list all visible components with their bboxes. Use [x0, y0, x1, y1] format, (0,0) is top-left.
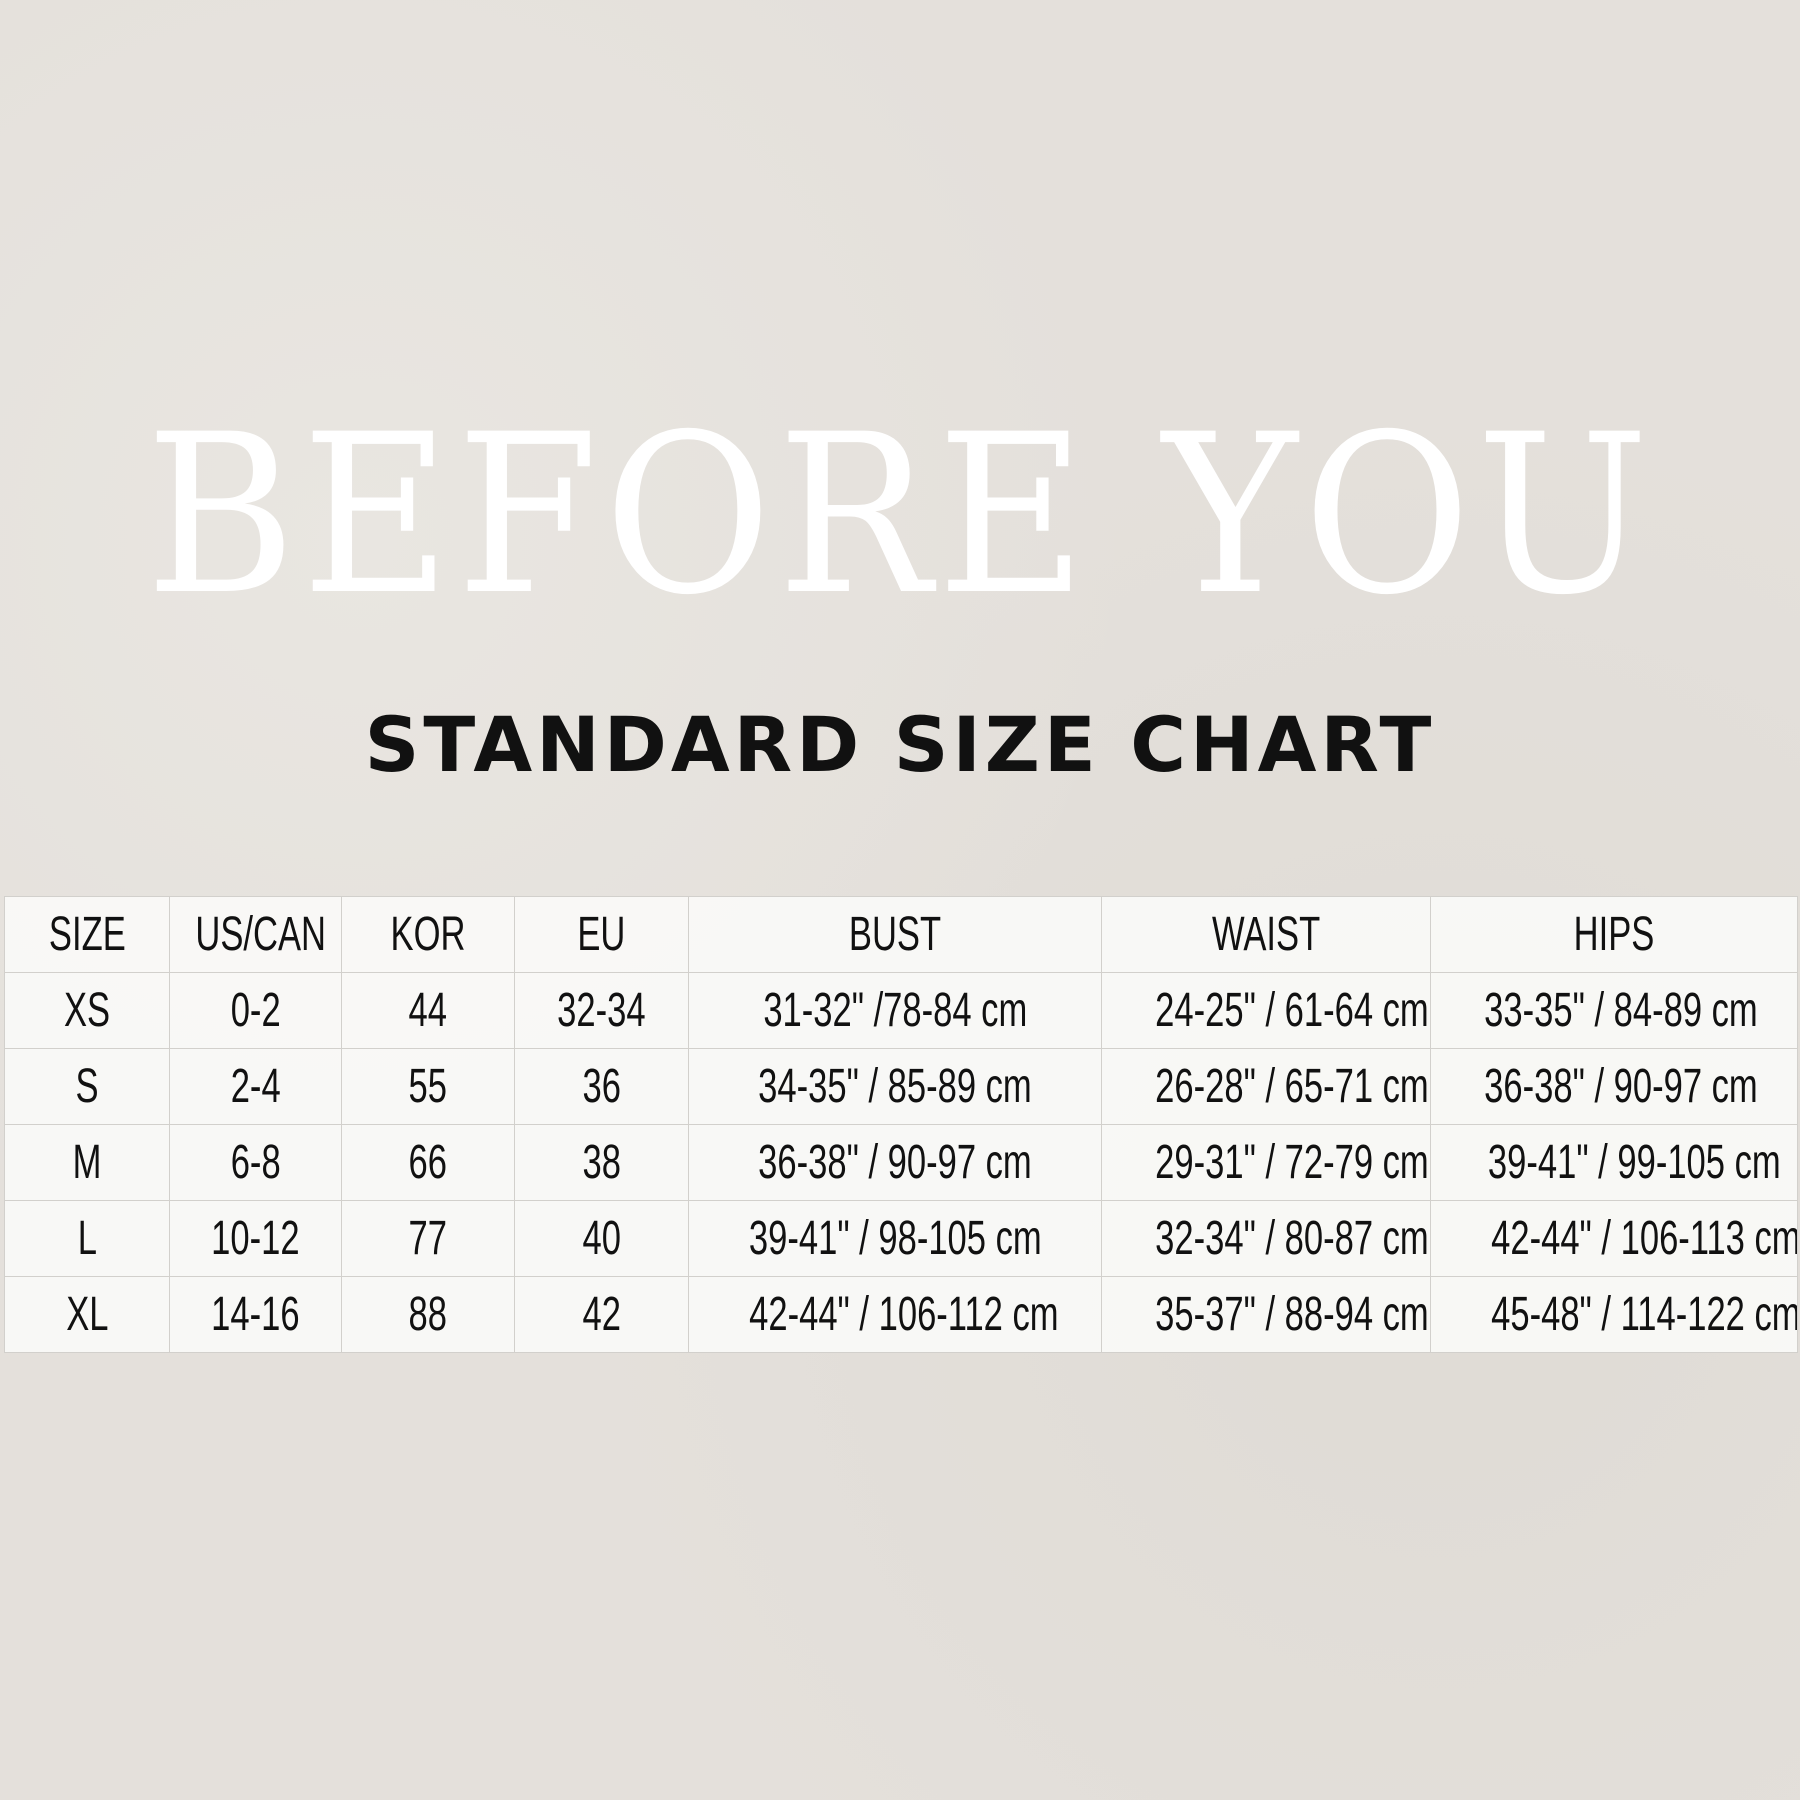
column-header: HIPS	[1430, 896, 1798, 973]
cell-text: 42	[582, 1288, 621, 1341]
table-row: L 10-12 77 40 39-41" / 98-105 cm 32-34" / 80-…	[4, 1200, 1798, 1277]
cell-text: KOR	[390, 908, 466, 961]
column-header: WAIST	[1101, 896, 1431, 973]
cell-text: HIPS	[1573, 908, 1655, 961]
table-cell: 39-41" / 98-105 cm	[688, 1200, 1102, 1277]
cell-text: US/CAN	[195, 908, 326, 961]
cell-text: 40	[582, 1212, 621, 1265]
table-cell: 10-12	[169, 1200, 342, 1277]
table-cell: 32-34" / 80-87 cm	[1101, 1200, 1431, 1277]
cell-text: 0-2	[230, 984, 281, 1037]
table-cell: XL	[4, 1276, 170, 1353]
table-cell: 45-48" / 114-122 cm	[1430, 1276, 1798, 1353]
table-cell: 35-37" / 88-94 cm	[1101, 1276, 1431, 1353]
table-row: XL 14-16 88 42 42-44" / 106-112 cm 35-37" / 8…	[4, 1276, 1798, 1353]
cell-text: 42-44" / 106-113 cm	[1491, 1212, 1798, 1265]
cell-text: WAIST	[1211, 908, 1321, 961]
cell-text: 33-35" / 84-89 cm	[1484, 984, 1758, 1037]
table-cell: 77	[341, 1200, 515, 1277]
cell-text: 55	[408, 1060, 448, 1113]
table-cell: 2-4	[169, 1048, 342, 1125]
table-cell: 55	[341, 1048, 515, 1125]
cell-text: 39-41" / 99-105 cm	[1487, 1136, 1781, 1189]
cell-text: SIZE	[48, 908, 126, 961]
cell-text: 36	[582, 1060, 621, 1113]
cell-text: 10-12	[211, 1212, 300, 1265]
cell-text: 31-32" /78-84 cm	[763, 984, 1027, 1037]
cell-text: 38	[582, 1136, 621, 1189]
table-cell: 88	[341, 1276, 515, 1353]
table-cell: 42-44" / 106-113 cm	[1430, 1200, 1798, 1277]
table-row: M 6-8 66 38 36-38" / 90-97 cm 29-31" / 72-79 …	[4, 1124, 1798, 1201]
header-row: SIZE US/CAN KOR EU BUST WAIST HIPS	[4, 896, 1798, 973]
cell-text: 45-48" / 114-122 cm	[1491, 1288, 1798, 1341]
cell-text: EU	[577, 908, 626, 961]
table-cell: 14-16	[169, 1276, 342, 1353]
size-chart-table: SIZE US/CAN KOR EU BUST WAIST HIPS XS 0-2 44 32-34…	[4, 896, 1798, 1353]
table-cell: M	[4, 1124, 170, 1201]
table-cell: 38	[514, 1124, 689, 1201]
column-header: SIZE	[4, 896, 170, 973]
column-header: KOR	[341, 896, 515, 973]
table-cell: 32-34	[514, 972, 689, 1049]
table-cell: 31-32" /78-84 cm	[688, 972, 1102, 1049]
column-header: EU	[514, 896, 689, 973]
table-cell: 40	[514, 1200, 689, 1277]
cell-text: 26-28" / 65-71 cm	[1155, 1060, 1429, 1113]
table-cell: 26-28" / 65-71 cm	[1101, 1048, 1431, 1125]
cell-text: 32-34" / 80-87 cm	[1155, 1212, 1429, 1265]
brand-logo-text: BEFORE YOU	[145, 387, 1655, 643]
table-cell: 34-35" / 85-89 cm	[688, 1048, 1102, 1125]
cell-text: XS	[63, 984, 111, 1037]
table-cell: 44	[341, 972, 515, 1049]
table-cell: 0-2	[169, 972, 342, 1049]
table-cell: XS	[4, 972, 170, 1049]
page-title: STANDARD SIZE CHART	[364, 700, 1436, 789]
cell-text: 36-38" / 90-97 cm	[1484, 1060, 1758, 1113]
cell-text: L	[77, 1212, 97, 1265]
table-cell: 36-38" / 90-97 cm	[1430, 1048, 1798, 1125]
table-cell: 42-44" / 106-112 cm	[688, 1276, 1102, 1353]
table-row: XS 0-2 44 32-34 31-32" /78-84 cm 24-25" / 61-…	[4, 972, 1798, 1049]
cell-text: S	[75, 1060, 99, 1113]
table-cell: L	[4, 1200, 170, 1277]
cell-text: 88	[408, 1288, 448, 1341]
table-cell: 66	[341, 1124, 515, 1201]
cell-text: 66	[408, 1136, 448, 1189]
cell-text: 24-25" / 61-64 cm	[1155, 984, 1429, 1037]
cell-text: 35-37" / 88-94 cm	[1155, 1288, 1429, 1341]
table-cell: 6-8	[169, 1124, 342, 1201]
cell-text: BUST	[848, 908, 942, 961]
table-cell: S	[4, 1048, 170, 1125]
cell-text: 34-35" / 85-89 cm	[758, 1060, 1032, 1113]
column-header: US/CAN	[169, 896, 342, 973]
column-header: BUST	[688, 896, 1102, 973]
cell-text: 77	[408, 1212, 448, 1265]
cell-text: 36-38" / 90-97 cm	[758, 1136, 1032, 1189]
table-cell: 39-41" / 99-105 cm	[1430, 1124, 1798, 1201]
table-cell: 36-38" / 90-97 cm	[688, 1124, 1102, 1201]
table-cell: 24-25" / 61-64 cm	[1101, 972, 1431, 1049]
cell-text: M	[72, 1136, 102, 1189]
table-cell: 29-31" / 72-79 cm	[1101, 1124, 1431, 1201]
table-cell: 42	[514, 1276, 689, 1353]
cell-text: 44	[408, 984, 448, 1037]
table-cell: 33-35" / 84-89 cm	[1430, 972, 1798, 1049]
cell-text: 6-8	[230, 1136, 281, 1189]
cell-text: 14-16	[211, 1288, 300, 1341]
cell-text: XL	[65, 1288, 109, 1341]
table-cell: 36	[514, 1048, 689, 1125]
table-row: S 2-4 55 36 34-35" / 85-89 cm 26-28" / 65-71 …	[4, 1048, 1798, 1125]
cell-text: 2-4	[230, 1060, 281, 1113]
cell-text: 32-34	[557, 984, 646, 1037]
cell-text: 42-44" / 106-112 cm	[749, 1288, 1059, 1341]
cell-text: 39-41" / 98-105 cm	[748, 1212, 1042, 1265]
cell-text: 29-31" / 72-79 cm	[1155, 1136, 1429, 1189]
